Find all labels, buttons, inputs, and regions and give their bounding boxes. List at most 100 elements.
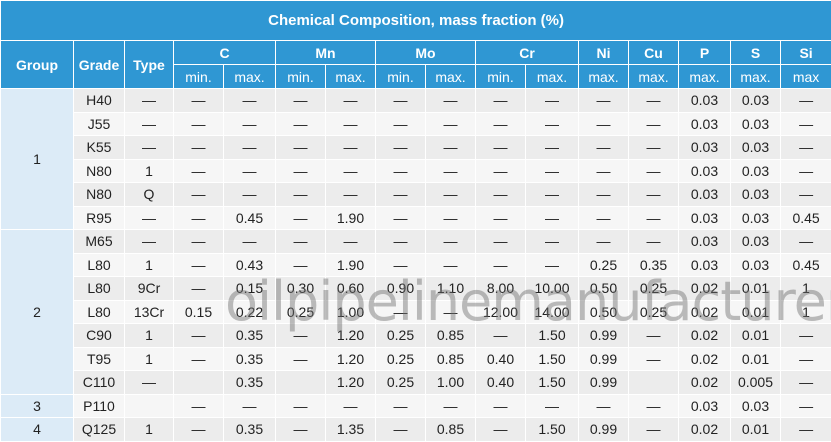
cell: 0.03 — [678, 393, 731, 418]
cell: — — [425, 229, 476, 254]
empty-cell — [275, 370, 326, 395]
cell: — — [425, 182, 476, 207]
cell: 0.25 — [275, 299, 326, 324]
cell: — — [275, 252, 326, 277]
empty-cell — [124, 393, 174, 418]
cell: 1 — [124, 158, 174, 183]
cell: 0.03 — [730, 205, 781, 230]
cell: 0.43 — [223, 252, 276, 277]
table-row: R95— —0.45—1.90— — — — — —0.03 0.03 0.45 — [1, 205, 831, 230]
cell: 0.25 — [578, 252, 629, 277]
cell: — — [779, 158, 831, 183]
cell: N80 — [73, 182, 125, 207]
cell: 0.01 — [730, 276, 781, 301]
cell: 0.25 — [628, 299, 679, 324]
cell: 1.10 — [425, 276, 476, 301]
cell: 0.50 — [578, 299, 629, 324]
cell: — — [578, 182, 629, 207]
cell: — — [124, 88, 174, 113]
group-cell: 4 — [0, 417, 74, 442]
cell: 0.15 — [223, 276, 276, 301]
cell: 0.01 — [730, 417, 781, 442]
cell: — — [375, 135, 426, 160]
cell: — — [173, 393, 224, 418]
subheader-cell: max. — [325, 64, 376, 89]
cell: 1.20 — [325, 370, 376, 395]
cell: — — [779, 229, 831, 254]
cell: 0.02 — [678, 276, 731, 301]
cell: — — [525, 111, 579, 136]
cell: — — [578, 88, 629, 113]
cell: 0.02 — [678, 346, 731, 371]
cell: — — [375, 393, 426, 418]
cell: 1.50 — [525, 370, 579, 395]
element-header: Si — [779, 40, 831, 65]
cell: L80 — [73, 252, 125, 277]
cell: — — [475, 229, 526, 254]
cell: — — [173, 417, 224, 442]
cell: — — [475, 205, 526, 230]
cell: — — [173, 323, 224, 348]
table-row: T95 1—0.35—1.20 0.25 0.85 0.40 1.50 0.99—0.02 0… — [1, 346, 831, 371]
cell: — — [375, 88, 426, 113]
cell: — — [425, 205, 476, 230]
cell: 0.15 — [173, 299, 224, 324]
cell: — — [275, 135, 326, 160]
cell: 1.20 — [325, 346, 376, 371]
cell: 12.00 — [475, 299, 526, 324]
element-header: S — [730, 40, 781, 65]
cell: — — [223, 229, 276, 254]
cell: — — [475, 135, 526, 160]
cell: 0.03 — [678, 229, 731, 254]
cell: 1.00 — [425, 370, 476, 395]
cell: — — [525, 135, 579, 160]
cell: — — [375, 111, 426, 136]
cell: — — [475, 88, 526, 113]
table-row: L80 1—0.43—1.90— — — —0.25 0.35 0.03 0.03 0.45 — [1, 252, 831, 277]
cell: — — [525, 88, 579, 113]
cell: — — [628, 88, 679, 113]
cell: 0.25 — [628, 276, 679, 301]
cell: — — [325, 229, 376, 254]
cell: 0.03 — [730, 393, 781, 418]
cell: 0.03 — [730, 252, 781, 277]
table-row: L80 13Cr 0.15 0.22 0.25 1.00— —12.00 14.00 0.50 0… — [1, 299, 831, 324]
cell: — — [628, 205, 679, 230]
cell: — — [375, 252, 426, 277]
cell: — — [173, 88, 224, 113]
element-header: Mo — [375, 40, 476, 65]
cell: 0.35 — [223, 417, 276, 442]
cell: — — [578, 111, 629, 136]
table-row: 3 P110— — — — — — — — — —0.03 0.03— — [0, 393, 831, 418]
subheader-cell: min. — [475, 64, 526, 89]
group-cell: 1 — [0, 88, 74, 230]
cell: — — [475, 393, 526, 418]
cell: 0.90 — [375, 276, 426, 301]
cell: Q — [124, 182, 174, 207]
cell: 0.22 — [223, 299, 276, 324]
cell: — — [325, 88, 376, 113]
cell: — — [375, 182, 426, 207]
cell: — — [275, 229, 326, 254]
cell: — — [425, 135, 476, 160]
subheader-cell: max. — [678, 64, 731, 89]
cell: 8.00 — [475, 276, 526, 301]
cell: 0.45 — [779, 252, 831, 277]
cell: — — [124, 135, 174, 160]
subheader-cell: max — [779, 64, 831, 89]
cell: — — [173, 229, 224, 254]
table-row: N80 Q — — — — — — — — — —0.03 0.03— — [1, 182, 831, 207]
cell: — — [475, 417, 526, 442]
cell: — — [525, 182, 579, 207]
cell: — — [779, 417, 831, 442]
cell: 0.02 — [678, 323, 731, 348]
cell: 0.005 — [730, 370, 781, 395]
subheader-cell: min. — [173, 64, 224, 89]
group-cell: 3 — [0, 393, 74, 418]
cell: — — [779, 370, 831, 395]
cell: 0.40 — [475, 346, 526, 371]
cell: 1 — [779, 299, 831, 324]
cell: R95 — [73, 205, 125, 230]
cell: — — [173, 276, 224, 301]
